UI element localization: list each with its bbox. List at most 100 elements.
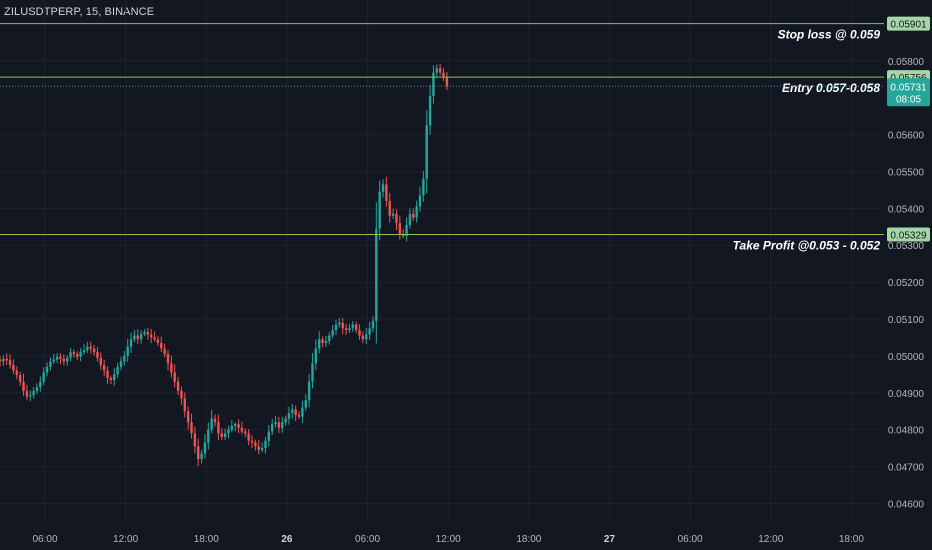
- candle-body: [106, 370, 109, 379]
- candle-body: [15, 370, 18, 376]
- candle-body: [334, 324, 338, 331]
- candle-body: [0, 359, 2, 362]
- candle-body: [82, 350, 86, 353]
- candle-body: [163, 348, 166, 355]
- candle-body: [59, 356, 62, 359]
- candle-body: [42, 372, 45, 382]
- candle-body: [260, 448, 264, 450]
- grid: [0, 0, 884, 520]
- candle-body: [328, 335, 331, 342]
- candle-body: [277, 422, 281, 428]
- time-tick-label: 12:00: [113, 534, 138, 545]
- candle-body: [210, 418, 213, 430]
- candle-body: [338, 322, 341, 325]
- candle-body: [200, 453, 203, 460]
- candle-body: [29, 395, 32, 397]
- candle-body: [22, 381, 25, 391]
- candle-body: [5, 358, 8, 361]
- candle-body: [220, 433, 223, 438]
- candle-body: [160, 342, 163, 349]
- candle-body: [368, 328, 371, 335]
- price-tick-label: 0.05200: [888, 278, 925, 289]
- candle-body: [378, 191, 381, 229]
- candle-body: [297, 414, 301, 417]
- candle-body: [445, 77, 449, 87]
- candle-body: [415, 206, 418, 218]
- time-axis[interactable]: 06:00 12:00 18:00 26 06:00 12:00 18:00 27 06:00 1…: [32, 534, 864, 545]
- candle-body: [412, 213, 415, 218]
- current-price-countdown: 08:05: [896, 94, 921, 105]
- candle-body: [99, 357, 102, 366]
- candle-body: [381, 184, 385, 192]
- candle-body: [321, 339, 324, 343]
- candle-body: [62, 358, 66, 362]
- take-profit-badge-text: 0.05329: [890, 231, 927, 242]
- candle-body: [113, 374, 116, 380]
- candle-body: [153, 337, 156, 340]
- price-tick-label: 0.04900: [888, 389, 925, 400]
- time-tick-label: 27: [604, 534, 616, 545]
- candle-body: [173, 372, 176, 382]
- candle-body: [126, 346, 129, 356]
- candle-body: [284, 418, 287, 423]
- candle-body: [170, 363, 173, 373]
- candle-body: [183, 398, 186, 412]
- candle-body: [8, 360, 12, 366]
- candle-body: [240, 427, 244, 432]
- price-tick-label: 0.05100: [888, 315, 925, 326]
- candle-body: [395, 213, 398, 224]
- candle-body: [72, 352, 76, 355]
- candle-body: [341, 322, 344, 329]
- candle-body: [52, 359, 55, 362]
- candle-body: [223, 433, 227, 438]
- candle-body: [234, 424, 237, 426]
- price-tick-label: 0.04800: [888, 426, 925, 437]
- price-tick-label: 0.05800: [888, 57, 925, 68]
- time-tick-label: 12:00: [758, 534, 783, 545]
- candle-body: [388, 200, 391, 216]
- candle-body: [207, 429, 210, 443]
- candle-body: [143, 331, 146, 334]
- candle-body: [146, 331, 150, 335]
- candle-body: [442, 72, 445, 78]
- candle-body: [96, 352, 99, 358]
- candle-body: [324, 341, 328, 343]
- price-levels: Stop loss @ 0.059 0.05901 Entry 0.057-0.05…: [0, 16, 930, 253]
- candle-body: [45, 366, 49, 373]
- candle-body: [197, 446, 200, 460]
- candle-body: [76, 354, 79, 357]
- candle-body: [304, 400, 307, 408]
- candle-body: [422, 178, 425, 196]
- candle-body: [12, 365, 15, 371]
- candle-body: [250, 440, 254, 443]
- candle-body: [351, 324, 354, 329]
- candle-body: [136, 335, 139, 340]
- candle-body: [123, 355, 126, 362]
- candle-body: [331, 330, 334, 336]
- candle-body: [402, 234, 405, 237]
- price-tick-label: 0.05400: [888, 204, 925, 215]
- candle-body: [213, 418, 217, 423]
- candle-body: [227, 429, 230, 434]
- candle-body: [254, 442, 257, 447]
- candle-body: [418, 195, 422, 207]
- time-tick-label: 06:00: [32, 534, 57, 545]
- price-axis[interactable]: 0.05800 0.05600 0.05500 0.05400 0.05300 0.052…: [888, 57, 925, 511]
- candle-body: [35, 387, 39, 391]
- candle-body: [425, 125, 428, 179]
- price-tick-label: 0.05000: [888, 352, 925, 363]
- candle-body: [267, 431, 270, 441]
- candle-body: [344, 328, 348, 331]
- candle-body: [2, 358, 5, 362]
- candle-body: [375, 228, 378, 321]
- candle-body: [203, 442, 207, 454]
- candle-body: [193, 433, 197, 447]
- candle-body: [270, 424, 274, 432]
- price-tick-label: 0.04600: [888, 499, 925, 510]
- candle-body: [438, 68, 442, 73]
- time-tick-label: 26: [281, 534, 293, 545]
- current-price-badge: [887, 78, 930, 107]
- time-tick-label: 06:00: [678, 534, 703, 545]
- candles: [0, 64, 449, 466]
